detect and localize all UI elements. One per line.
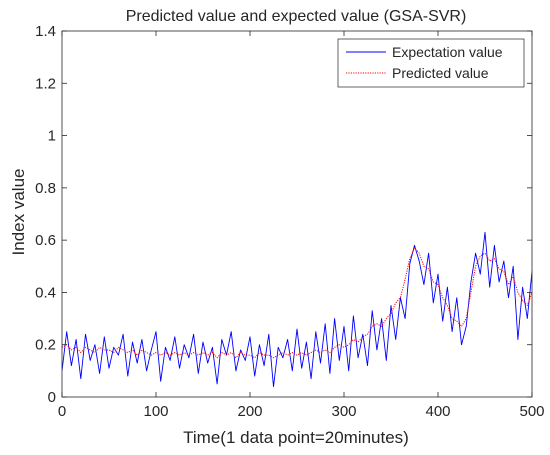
legend: Expectation value Predicted value — [337, 38, 525, 88]
axis-layer: 0 100 200 300 400 500 0 0.2 0.4 0.6 0.8 1 1.2 1.4 — [35, 23, 544, 420]
legend-label-1: Predicted value — [392, 65, 489, 81]
series-line-0 — [62, 231, 532, 387]
x-tick-label: 0 — [58, 403, 66, 420]
x-tick-label: 300 — [331, 403, 356, 420]
y-tick-label: 1.2 — [35, 75, 56, 92]
series-line-1 — [62, 247, 532, 359]
x-tick-label: 100 — [143, 403, 168, 420]
y-tick-label: 0.4 — [35, 284, 56, 301]
y-tick-label: 0 — [48, 389, 56, 406]
plot-frame — [61, 30, 533, 398]
legend-label-0: Expectation value — [392, 44, 503, 60]
y-axis-label: Index value — [9, 169, 28, 256]
x-tick-label: 400 — [425, 403, 450, 420]
plot-background — [62, 31, 532, 397]
chart-title: Predicted value and expected value (GSA-… — [126, 8, 467, 25]
x-tick-label: 200 — [237, 403, 262, 420]
x-axis-label: Time(1 data point=20minutes) — [183, 428, 409, 447]
legend-box — [337, 38, 525, 88]
y-tick-label: 1 — [48, 128, 56, 145]
y-tick-label: 0.2 — [35, 337, 56, 354]
series-layer — [62, 231, 532, 387]
y-tick-label: 0.6 — [35, 232, 56, 249]
y-tick-label: 1.4 — [35, 23, 56, 40]
x-tick-label: 500 — [519, 403, 544, 420]
plot-area — [62, 31, 532, 397]
y-tick-label: 0.8 — [35, 180, 56, 197]
